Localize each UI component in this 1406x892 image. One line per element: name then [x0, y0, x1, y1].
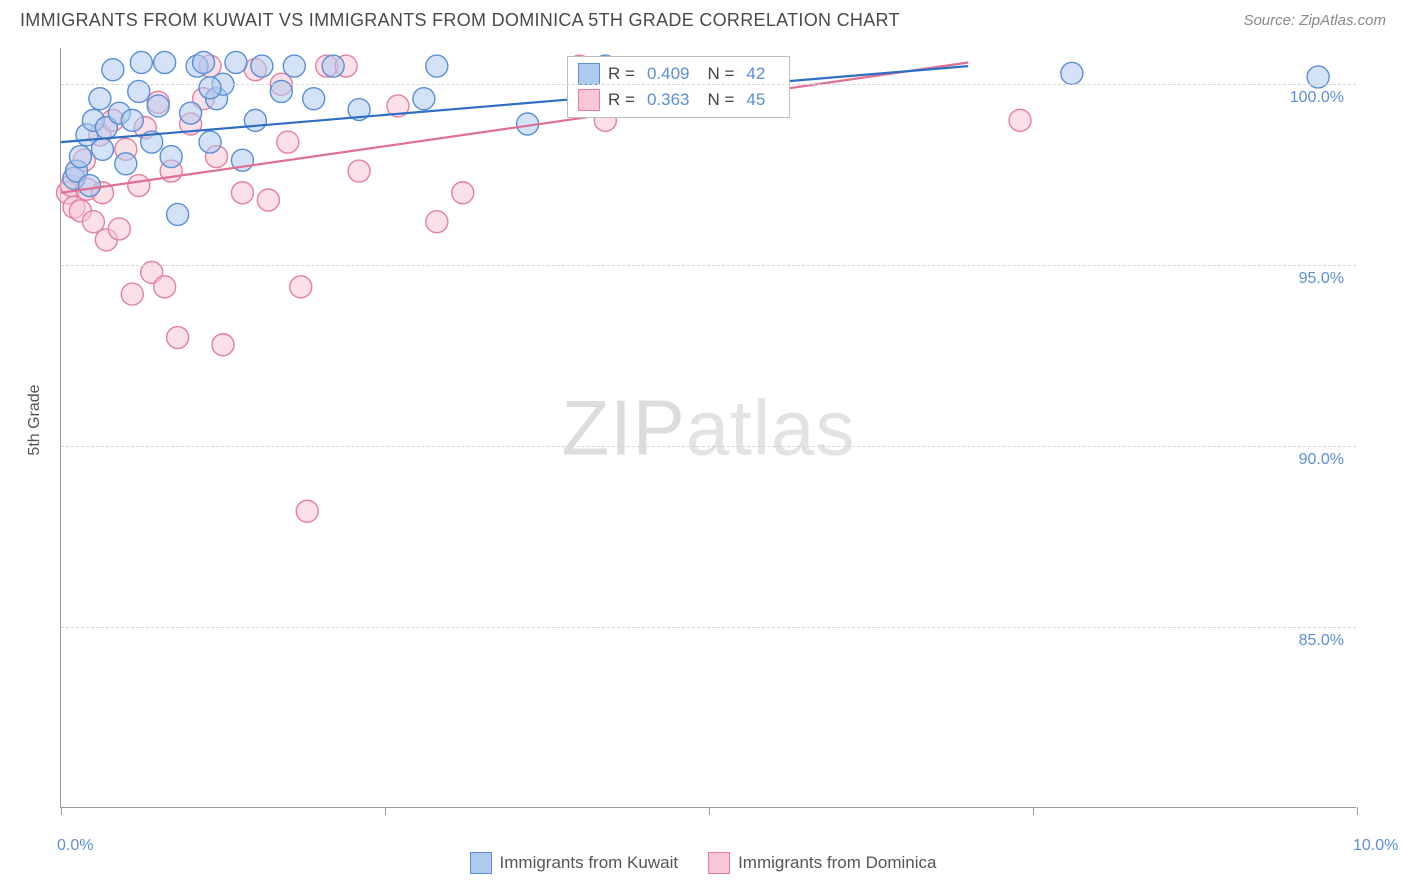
data-point [257, 189, 279, 211]
data-point [426, 211, 448, 233]
data-point [167, 203, 189, 225]
data-point [79, 175, 101, 197]
swatch-kuwait [578, 63, 600, 85]
data-point [322, 55, 344, 77]
x-tick [709, 807, 710, 815]
y-axis-title: 5th Grade [26, 384, 44, 455]
data-point [69, 146, 91, 168]
data-point [102, 59, 124, 81]
legend-item-kuwait: Immigrants from Kuwait [470, 852, 679, 874]
data-point [199, 131, 221, 153]
legend-swatch-dominica [708, 852, 730, 874]
r-label-kuwait: R = [608, 64, 635, 84]
data-point [199, 77, 221, 99]
data-point [128, 175, 150, 197]
bottom-legend: Immigrants from Kuwait Immigrants from D… [0, 852, 1406, 874]
data-point [426, 55, 448, 77]
n-value-kuwait: 42 [746, 64, 765, 84]
data-point [180, 102, 202, 124]
data-point [251, 55, 273, 77]
data-point [91, 138, 113, 160]
legend-item-dominica: Immigrants from Dominica [708, 852, 936, 874]
y-tick-label: 100.0% [1290, 89, 1344, 107]
data-point [413, 88, 435, 110]
data-point [121, 283, 143, 305]
data-point [290, 276, 312, 298]
scatter-svg [61, 48, 1356, 807]
data-point [154, 276, 176, 298]
gridline [61, 446, 1356, 447]
data-point [130, 51, 152, 73]
swatch-dominica [578, 89, 600, 111]
x-tick [385, 807, 386, 815]
x-tick [1033, 807, 1034, 815]
data-point [147, 95, 169, 117]
data-point [121, 109, 143, 131]
n-value-dominica: 45 [746, 90, 765, 110]
stats-legend: R = 0.409 N = 42 R = 0.363 N = 45 [567, 56, 790, 118]
data-point [89, 88, 111, 110]
data-point [303, 88, 325, 110]
data-point [212, 334, 234, 356]
gridline [61, 84, 1356, 85]
data-point [1009, 109, 1031, 131]
data-point [244, 109, 266, 131]
data-point [193, 51, 215, 73]
r-label-dominica: R = [608, 90, 635, 110]
data-point [154, 51, 176, 73]
stats-row-dominica: R = 0.363 N = 45 [578, 87, 775, 113]
n-label-kuwait: N = [707, 64, 734, 84]
gridline [61, 627, 1356, 628]
legend-label-dominica: Immigrants from Dominica [738, 853, 936, 873]
data-point [296, 500, 318, 522]
r-value-dominica: 0.363 [647, 90, 690, 110]
x-tick [61, 807, 62, 815]
data-point [348, 160, 370, 182]
chart-plot-area: ZIPatlas R = 0.409 N = 42 R = 0.363 N = … [60, 48, 1356, 808]
data-point [452, 182, 474, 204]
data-point [231, 182, 253, 204]
data-point [160, 146, 182, 168]
chart-header: IMMIGRANTS FROM KUWAIT VS IMMIGRANTS FRO… [0, 0, 1406, 37]
n-label-dominica: N = [707, 90, 734, 110]
y-tick-label: 95.0% [1299, 270, 1344, 288]
x-tick [1357, 807, 1358, 815]
gridline [61, 265, 1356, 266]
data-point [108, 218, 130, 240]
data-point [283, 55, 305, 77]
r-value-kuwait: 0.409 [647, 64, 690, 84]
source-label: Source: ZipAtlas.com [1243, 12, 1386, 29]
data-point [115, 153, 137, 175]
y-tick-label: 90.0% [1299, 451, 1344, 469]
data-point [277, 131, 299, 153]
data-point [1061, 62, 1083, 84]
y-tick-label: 85.0% [1299, 632, 1344, 650]
data-point [167, 327, 189, 349]
chart-title: IMMIGRANTS FROM KUWAIT VS IMMIGRANTS FRO… [20, 10, 900, 31]
stats-row-kuwait: R = 0.409 N = 42 [578, 61, 775, 87]
legend-label-kuwait: Immigrants from Kuwait [500, 853, 679, 873]
data-point [225, 51, 247, 73]
legend-swatch-kuwait [470, 852, 492, 874]
